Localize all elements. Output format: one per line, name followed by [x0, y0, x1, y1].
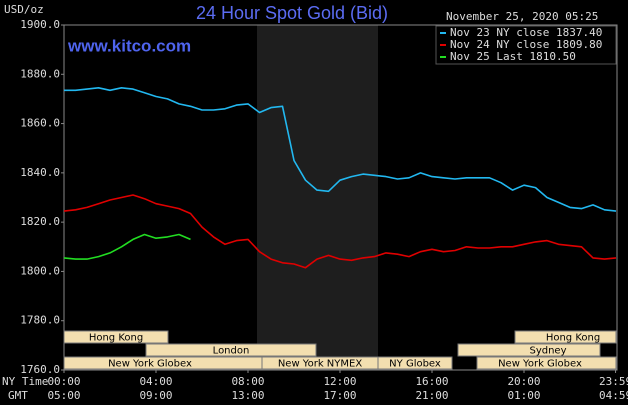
gmt-tick-label: 05:00 [47, 389, 80, 402]
y-tick-label: 1800.0 [20, 264, 60, 277]
y-unit: USD/oz [4, 3, 44, 16]
market-label: NY Globex [389, 359, 441, 370]
market-label: New York Globex [498, 359, 582, 370]
site-label: www.kitco.com [67, 36, 191, 55]
market-label: London [213, 346, 250, 357]
market-label: Hong Kong [546, 333, 600, 344]
market-label: Hong Kong [89, 333, 143, 344]
market-bar [514, 330, 617, 344]
legend-label: Nov 24 NY close 1809.80 [450, 38, 602, 51]
market-label: New York Globex [108, 359, 192, 370]
y-tick-label: 1760.0 [20, 363, 60, 376]
x-tick-label: 20:00 [507, 375, 540, 388]
x-tick-label: 16:00 [415, 375, 448, 388]
x-tick-label: 08:00 [231, 375, 264, 388]
market-label: New York NYMEX [278, 359, 363, 370]
x-tick-label: 23:59 [599, 375, 628, 388]
x-row-label: GMT [8, 389, 28, 402]
y-tick-label: 1780.0 [20, 314, 60, 327]
series-line [63, 233, 191, 260]
series-line [64, 87, 617, 212]
gmt-tick-label: 17:00 [323, 389, 356, 402]
x-row-label: NY Time [2, 375, 48, 388]
gmt-tick-label: 04:59 [599, 389, 628, 402]
timestamp: November 25, 2020 05:25 [446, 10, 598, 23]
legend-label: Nov 23 NY close 1837.40 [450, 26, 602, 39]
chart-title: 24 Hour Spot Gold (Bid) [196, 3, 388, 23]
y-tick-label: 1840.0 [20, 166, 60, 179]
market-bar [145, 343, 317, 357]
y-tick-label: 1900.0 [20, 18, 60, 31]
gmt-tick-label: 09:00 [139, 389, 172, 402]
market-bar [476, 356, 617, 370]
legend-box [435, 25, 617, 65]
market-bar [63, 330, 169, 344]
x-tick-label: 00:00 [47, 375, 80, 388]
y-tick-label: 1820.0 [20, 215, 60, 228]
market-bar [377, 356, 453, 370]
x-tick-label: 12:00 [323, 375, 356, 388]
gmt-tick-label: 01:00 [507, 389, 540, 402]
y-tick-label: 1880.0 [20, 67, 60, 80]
market-bar [457, 343, 601, 357]
legend-label: Nov 25 Last 1810.50 [450, 50, 576, 63]
gmt-tick-label: 21:00 [415, 389, 448, 402]
x-tick-label: 04:00 [139, 375, 172, 388]
series-line [63, 194, 617, 269]
y-tick-label: 1860.0 [20, 117, 60, 130]
gmt-tick-label: 13:00 [231, 389, 264, 402]
market-label: Sydney [529, 346, 566, 357]
nymex-session-shade [257, 25, 378, 370]
market-bars: Hong Kong London New York Globex New Yor… [63, 330, 617, 370]
